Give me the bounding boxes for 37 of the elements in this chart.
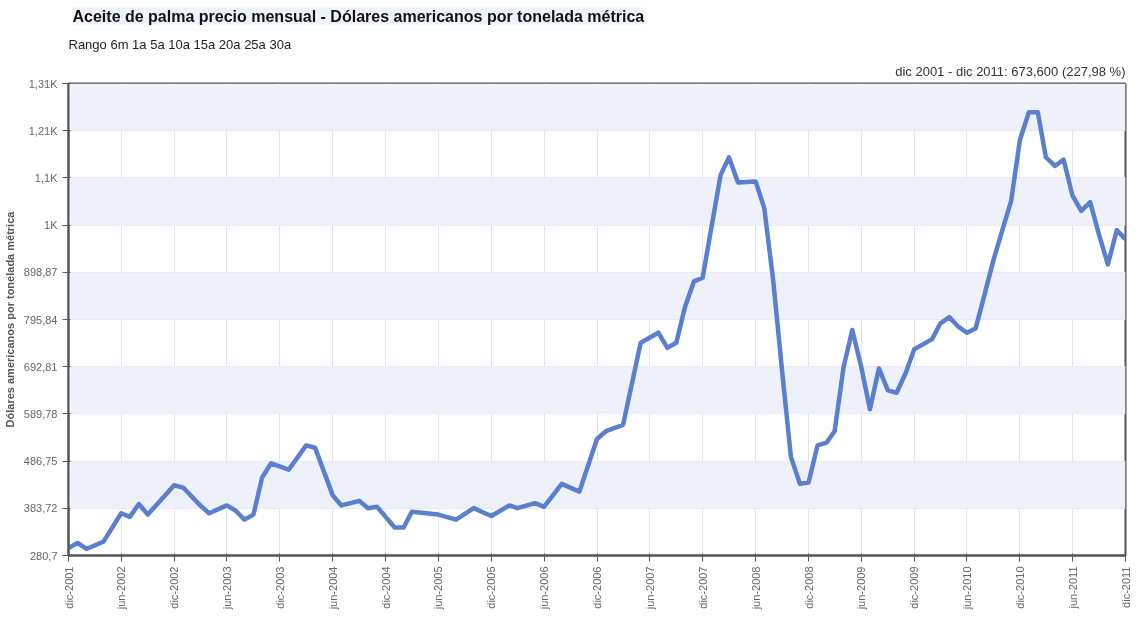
y-tick-label: 692,81	[23, 360, 58, 373]
chart-subtitle: Rango 6m 1a 5a 10a 15a 20a 25a 30a	[68, 36, 292, 52]
y-tick-label: 1,21K	[28, 124, 59, 137]
x-tick-label: jun-2008	[749, 566, 762, 611]
x-tick-label: dic-2010	[1013, 566, 1026, 609]
y-tick-label: 795,84	[23, 313, 58, 326]
x-tick-label: dic-2001	[62, 566, 75, 609]
x-tick-label: jun-2009	[855, 566, 868, 611]
x-tick-label: dic-2011	[1119, 566, 1132, 608]
x-tick-label: jun-2005	[432, 566, 445, 611]
x-tick-label: dic-2003	[273, 566, 286, 609]
x-tick-label: dic-2009	[908, 566, 921, 609]
x-tick-label: dic-2002	[168, 566, 181, 609]
y-tick-label: 1,1K	[34, 171, 59, 184]
y-tick-label: 589,78	[23, 407, 58, 420]
x-tick-label: jun-2002	[115, 566, 128, 611]
x-tick-label: jun-2010	[960, 566, 973, 611]
x-tick-label: jun-2006	[538, 566, 551, 611]
y-axis-title: Dólares americanos por tonelada métrica	[3, 210, 16, 428]
chart-title: Aceite de palma precio mensual - Dólares americanos por tonelada métrica	[72, 7, 645, 25]
y-tick-label: 383,72	[23, 502, 58, 515]
y-tick-label: 1,31K	[28, 77, 59, 90]
x-tick-label: dic-2006	[591, 566, 603, 609]
y-tick-label: 486,75	[23, 455, 58, 468]
x-tick-label: dic-2005	[485, 566, 498, 609]
y-tick-label: 1K	[44, 219, 59, 232]
x-tick-label: jun-2007	[643, 566, 656, 611]
text: dic 2001 - dic 2011: 673,600 (227,98 %)	[895, 63, 1126, 79]
x-tick-label: dic-2008	[802, 566, 815, 609]
x-tick-label: jun-2011	[1066, 566, 1079, 610]
x-tick-label: dic-2004	[379, 566, 392, 609]
x-tick-label: jun-2003	[220, 566, 233, 611]
y-tick-label: 280,7	[29, 549, 58, 562]
line-series	[68, 110, 1126, 552]
x-tick-label: dic-2007	[696, 566, 709, 609]
x-tick-label: jun-2004	[326, 566, 339, 611]
y-tick-label: 898,87	[23, 266, 58, 279]
